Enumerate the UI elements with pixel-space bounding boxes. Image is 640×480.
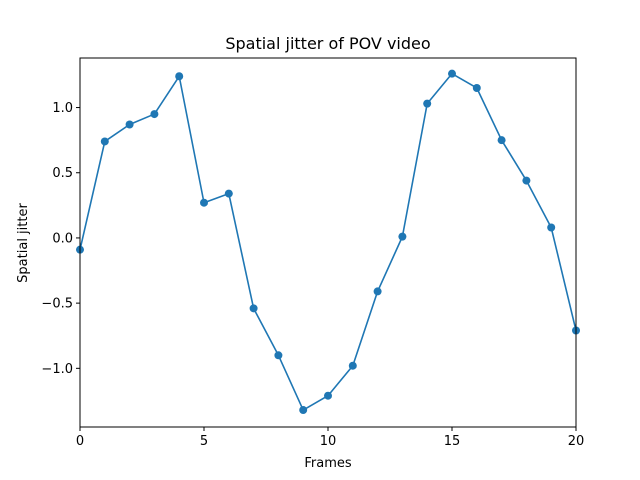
y-tick-label: 0.0 [52,231,73,246]
data-point [423,99,432,108]
plot-area: 0 5 10 15 20 −1.0 −0.5 0.0 0.5 1.0 [41,69,585,449]
y-tick-label: −0.5 [41,297,73,312]
chart-title: Spatial jitter of POV video [225,34,430,53]
y-tick-label: −1.0 [41,362,73,377]
x-tick-label: 0 [76,434,84,449]
data-point [125,120,134,129]
data-point [274,351,283,360]
data-point [299,406,308,415]
data-point [448,69,456,78]
y-axis-label: Spatial jitter [16,203,31,283]
data-point [497,136,506,145]
data-point [224,189,233,198]
data-point [100,137,109,146]
data-point [373,287,382,296]
x-tick-label: 20 [568,434,585,449]
data-point [522,176,531,185]
data-point [547,223,556,232]
axes-frame [79,57,577,428]
data-point [348,361,357,370]
data-point [472,83,481,92]
data-point [200,198,208,207]
x-tick-label: 10 [320,434,337,449]
y-tick-label: 1.0 [52,101,73,116]
data-point [249,304,258,313]
x-tick-label: 15 [444,434,461,449]
x-axis-label: Frames [304,456,352,471]
x-tick-label: 5 [200,434,208,449]
data-point [324,391,332,400]
data-point [175,72,184,81]
data-point [398,232,407,241]
y-tick-label: 0.5 [52,166,73,181]
data-point [150,110,159,119]
